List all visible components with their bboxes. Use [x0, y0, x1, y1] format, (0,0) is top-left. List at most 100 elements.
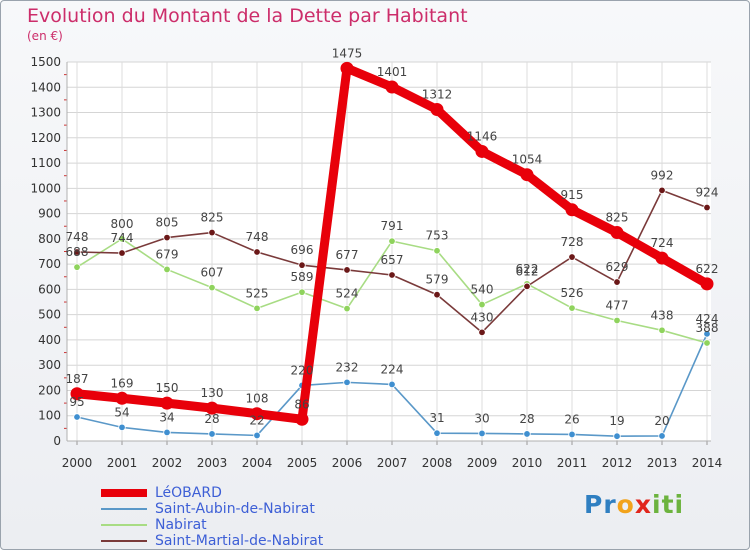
data-label: 1401 [377, 65, 408, 79]
data-label: 1312 [422, 88, 453, 102]
x-tick-label: 2005 [287, 456, 318, 470]
data-label: 232 [336, 360, 359, 374]
data-label: 677 [336, 248, 359, 262]
legend-item: Saint-Martial-de-Nabirat [101, 533, 323, 549]
x-tick-label: 2013 [647, 456, 678, 470]
data-point [568, 304, 576, 312]
data-label: 1146 [467, 129, 498, 143]
data-label: 629 [606, 260, 629, 274]
y-tick-label: 1500 [30, 55, 61, 69]
data-label: 696 [291, 243, 314, 257]
x-tick-label: 2009 [467, 456, 498, 470]
data-point [160, 396, 174, 410]
data-point [208, 228, 216, 237]
legend-swatch [101, 524, 147, 526]
data-point [118, 235, 126, 243]
y-tick-label: 1100 [30, 156, 61, 170]
data-label: 28 [519, 412, 534, 426]
data-point [475, 144, 489, 158]
data-point [295, 412, 309, 426]
data-point [73, 248, 81, 256]
data-label: 22 [249, 413, 264, 427]
legend-item: Nabirat [101, 517, 323, 533]
y-tick-label: 900 [38, 207, 61, 221]
y-tick-label: 600 [38, 282, 61, 296]
data-point [658, 186, 666, 195]
data-point [388, 271, 396, 279]
data-point [613, 432, 621, 440]
y-tick-label: 1000 [30, 181, 61, 195]
data-label: 748 [66, 230, 89, 244]
data-label: 108 [246, 392, 269, 406]
x-tick-label: 2010 [512, 456, 543, 470]
x-tick-label: 2001 [107, 456, 138, 470]
data-point [298, 288, 306, 296]
data-label: 430 [471, 310, 494, 324]
data-point [655, 251, 669, 265]
data-point [343, 266, 351, 274]
data-point [658, 432, 666, 440]
data-label: 220 [291, 363, 314, 377]
logo-letter: i [674, 490, 685, 519]
data-label: 800 [111, 217, 134, 231]
data-label: 688 [66, 245, 89, 259]
data-label: 54 [114, 405, 129, 419]
data-label: 95 [69, 395, 84, 409]
data-label: 26 [564, 412, 579, 426]
data-label: 791 [381, 219, 404, 233]
data-label: 748 [246, 230, 269, 244]
data-label: 31 [429, 411, 444, 425]
data-point [478, 300, 486, 309]
legend-label: Saint-Martial-de-Nabirat [155, 533, 324, 549]
data-point [253, 304, 261, 313]
data-label: 477 [606, 298, 629, 312]
y-tick-label: 0 [53, 434, 61, 448]
data-point [520, 168, 534, 182]
legend-swatch [101, 489, 147, 497]
data-point [163, 265, 171, 274]
legend-swatch [101, 508, 147, 510]
data-label: 679 [156, 247, 179, 261]
data-label: 728 [561, 235, 584, 249]
plot-area [67, 62, 711, 441]
y-tick-label: 500 [38, 308, 61, 322]
data-point [73, 263, 81, 271]
data-point [613, 316, 621, 325]
x-tick-label: 2011 [557, 456, 588, 470]
data-label: 992 [651, 168, 674, 182]
legend-label: LéOBARD [155, 485, 222, 501]
data-point [118, 249, 126, 257]
data-label: 622 [516, 262, 539, 276]
x-tick-label: 2000 [62, 456, 93, 470]
data-point [478, 328, 486, 337]
data-label: 657 [381, 253, 404, 267]
x-tick-label: 2008 [422, 456, 453, 470]
data-label: 224 [381, 362, 404, 376]
logo-letter: P [584, 490, 604, 519]
logo-letter: t [661, 490, 675, 519]
y-tick-label: 1300 [30, 106, 61, 120]
data-label: 540 [471, 283, 494, 297]
y-tick-label: 800 [38, 232, 61, 246]
data-point [253, 431, 261, 440]
logo-letter: i [652, 490, 662, 519]
x-tick-label: 2003 [197, 456, 228, 470]
data-point [298, 261, 306, 269]
data-label: 34 [159, 410, 174, 424]
logo-letter: r [603, 490, 617, 519]
data-label: 187 [66, 372, 89, 386]
y-tick-label: 100 [38, 409, 61, 423]
data-label: 130 [201, 386, 224, 400]
data-label: 612 [516, 264, 539, 278]
data-point [430, 103, 444, 117]
data-point [433, 247, 441, 255]
data-label: 579 [426, 273, 449, 287]
legend-label: Nabirat [155, 517, 207, 533]
data-point [658, 326, 666, 335]
data-point [610, 226, 624, 240]
data-label: 86 [294, 397, 309, 411]
data-label: 525 [246, 286, 269, 300]
x-tick-label: 2006 [332, 456, 363, 470]
data-point [700, 277, 714, 291]
data-point [568, 253, 576, 261]
